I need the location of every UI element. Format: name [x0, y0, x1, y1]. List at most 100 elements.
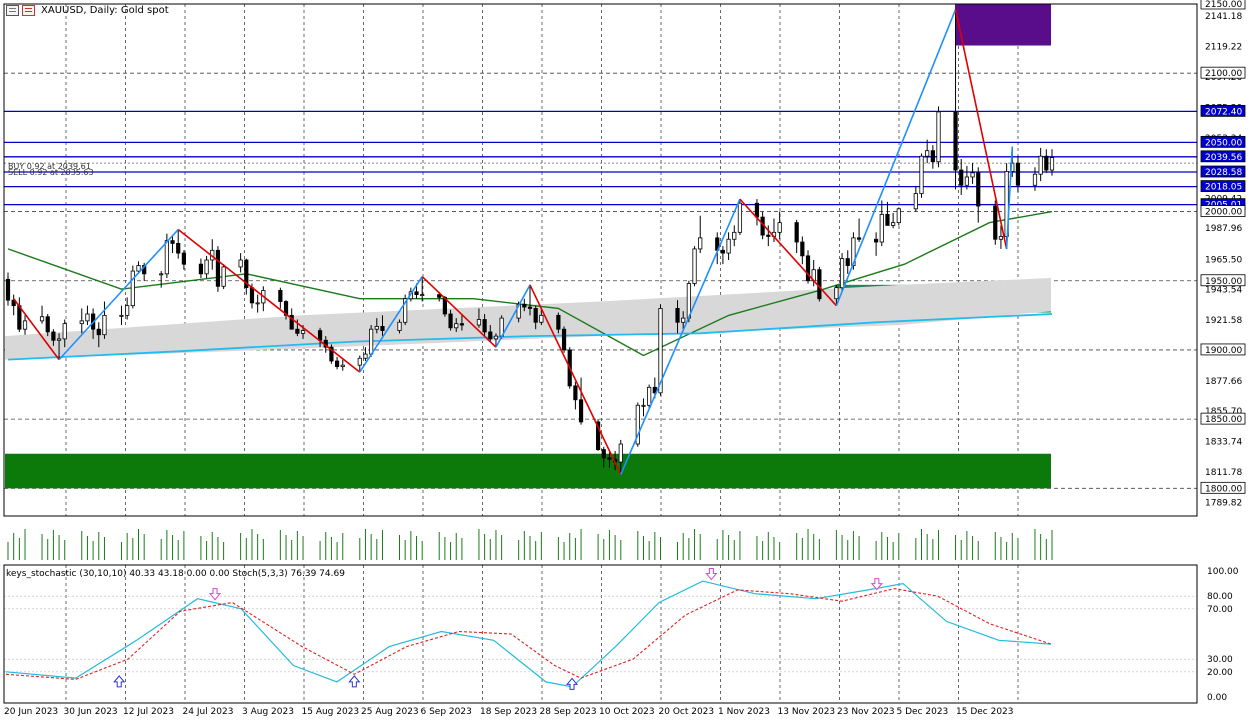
candle-body	[976, 172, 981, 207]
candle-body	[403, 298, 408, 323]
chart-icon[interactable]	[6, 5, 19, 16]
candle-body	[573, 385, 578, 401]
zigzag-segment	[954, 9, 1008, 250]
candle-body	[726, 238, 731, 254]
time-label: 1 Nov 2023	[718, 707, 770, 717]
candle-body	[51, 331, 56, 341]
candle-body	[329, 346, 334, 362]
candle-body	[278, 290, 283, 302]
candle-body	[675, 308, 680, 323]
stoch-tick: 100.00	[1207, 567, 1239, 577]
candle-body	[845, 258, 850, 266]
chart-header: XAUUSD, Daily: Gold spot	[6, 5, 169, 16]
candle-body	[891, 222, 896, 226]
price-tick: 1987.96	[1205, 224, 1242, 234]
time-label: 24 Jul 2023	[183, 707, 234, 717]
arrow-up-icon	[565, 677, 579, 690]
price-tag-box	[1200, 150, 1246, 163]
candle-body	[913, 193, 918, 210]
price-tag-box	[1200, 412, 1246, 425]
price-tag: 2050.00	[1205, 138, 1242, 148]
candle-body	[476, 319, 482, 326]
candle-body	[454, 323, 459, 329]
candle-body	[681, 317, 686, 323]
candle-body	[896, 208, 901, 224]
zigzag-segment	[739, 198, 837, 307]
candle-body	[539, 314, 544, 323]
price-tick: 1943.54	[1205, 286, 1242, 296]
candle-body	[493, 335, 499, 340]
candle-body	[62, 323, 67, 340]
candle-body	[414, 291, 419, 295]
time-label: 20 Oct 2023	[659, 707, 715, 717]
price-tag: 2018.05	[1205, 183, 1242, 193]
time-label: 20 Jun 2023	[4, 707, 58, 717]
key-levels	[4, 110, 1197, 206]
time-label: 15 Aug 2023	[302, 707, 360, 717]
stoch-tick: 20.00	[1207, 668, 1233, 678]
candle-body	[164, 240, 169, 275]
candle-body	[839, 258, 845, 289]
candle-body	[170, 240, 175, 244]
time-label: 5 Dec 2023	[897, 707, 949, 717]
price-tag: 2150.00	[1205, 0, 1242, 10]
price-tag: 2100.00	[1205, 69, 1242, 79]
zigzag-segment	[835, 9, 957, 306]
stoch-signal-line	[5, 588, 1052, 680]
price-tag: 1850.00	[1205, 415, 1242, 425]
time-label: 10 Oct 2023	[599, 707, 655, 717]
candle-body	[317, 330, 323, 341]
candle-body	[22, 320, 28, 330]
stochastic: 100.00 80.00 70.00 30.00 20.00 0.00	[4, 567, 1239, 703]
zigzag-segment	[177, 228, 361, 373]
candle-body	[607, 457, 612, 460]
candle-body	[964, 176, 969, 186]
candle-body	[1038, 155, 1043, 175]
candle-body	[39, 316, 45, 322]
price-tag-box	[1200, 180, 1246, 192]
candle-body	[919, 155, 924, 194]
price-tick: 1811.78	[1205, 468, 1242, 478]
candle-body	[119, 314, 124, 317]
zigzag-segment	[495, 284, 531, 348]
candle-body	[1015, 162, 1021, 186]
price-tag-box	[1200, 135, 1246, 148]
candle-body	[295, 328, 300, 334]
candle-body	[159, 273, 164, 276]
zigzag	[13, 9, 1014, 475]
candle-body	[181, 252, 186, 265]
candles	[5, 9, 1055, 475]
candle-body	[737, 202, 743, 233]
candle-body	[851, 237, 856, 266]
price-tag-box	[1200, 0, 1246, 10]
time-label: 30 Jun 2023	[64, 707, 118, 717]
candle-body	[993, 205, 998, 240]
candle-body	[527, 306, 533, 309]
time-label: 25 Aug 2023	[361, 707, 419, 717]
ma-band	[5, 277, 1051, 360]
stoch-tick: 80.00	[1207, 592, 1233, 602]
candle-body	[595, 421, 601, 450]
chart-icon-red[interactable]	[22, 5, 35, 16]
candle-body	[198, 263, 204, 275]
price-tag: 2000.00	[1205, 208, 1242, 218]
zigzag-segment	[529, 284, 622, 475]
candle-body	[930, 150, 935, 163]
candle-body	[885, 213, 890, 226]
candle-body	[556, 314, 561, 330]
candle-body	[777, 222, 782, 233]
candle-body	[970, 172, 975, 178]
candle-body	[692, 248, 697, 284]
candle-body	[96, 328, 101, 336]
candle-body	[732, 231, 737, 240]
buy-note: BUY 0.92 at 2039.61	[8, 162, 91, 171]
zigzag-segment	[620, 198, 741, 475]
candle-body	[618, 443, 623, 463]
arrow-down-icon	[705, 568, 718, 581]
candle-body	[130, 270, 135, 307]
candle-body	[79, 320, 84, 325]
candle-body	[658, 308, 663, 394]
price-tag-box	[1200, 274, 1246, 287]
